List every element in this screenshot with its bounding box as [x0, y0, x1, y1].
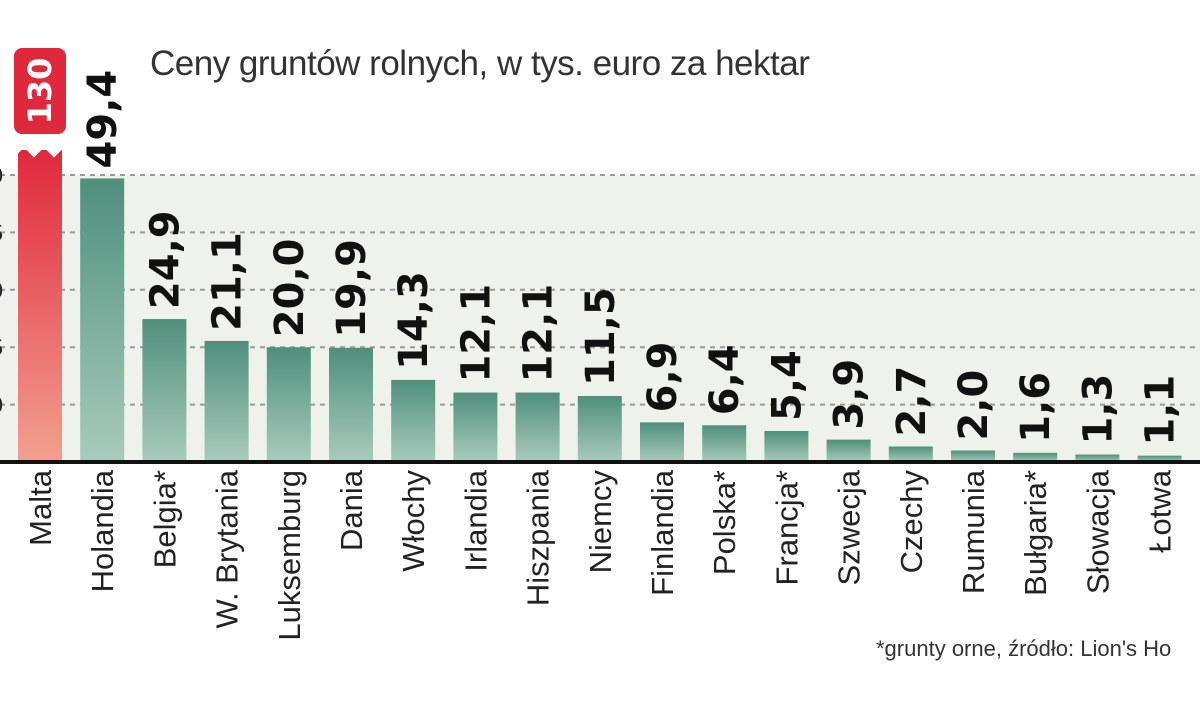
value-label: 3,9 [827, 359, 873, 430]
category-label: Łotwa [1143, 469, 1178, 552]
bar [142, 319, 187, 462]
bar [764, 431, 809, 462]
bar [1013, 452, 1058, 462]
category-label: Finlandia [645, 469, 680, 596]
category-label: Malta [23, 469, 58, 546]
category-label: Hiszpania [521, 469, 556, 606]
category-label: Francja* [769, 470, 804, 585]
bar [80, 178, 125, 462]
y-tick-label: 0 [0, 393, 3, 418]
value-label: 21,1 [205, 232, 251, 331]
category-label: Szwecja [832, 469, 867, 585]
axis-break-mark [12, 140, 66, 158]
y-tick-label: 0 [0, 278, 3, 303]
category-label: Dania [334, 469, 369, 551]
value-label: 12,1 [453, 284, 499, 383]
bar [18, 150, 62, 462]
category-label: Rumunia [956, 469, 991, 594]
value-label: 24,9 [142, 210, 188, 309]
value-label: 6,9 [640, 342, 686, 413]
value-label: 1,1 [1138, 375, 1184, 446]
category-label: Niemcy [583, 470, 618, 574]
bar [266, 347, 311, 462]
category-label: Belgia* [147, 470, 182, 568]
value-label: 6,4 [702, 344, 748, 415]
bar [640, 422, 684, 462]
value-label: 2,7 [889, 366, 935, 437]
category-label: Holandia [85, 469, 120, 592]
value-flag [14, 48, 66, 134]
value-label: 1,6 [1013, 372, 1059, 443]
category-label: Luksemburg [272, 470, 307, 641]
value-label: 130 [21, 58, 59, 125]
value-label: 20,0 [267, 238, 313, 337]
category-label: W. Brytania [210, 469, 245, 628]
value-label: 19,9 [329, 239, 375, 338]
bar [515, 392, 560, 462]
bar [1137, 455, 1182, 462]
value-label: 2,0 [951, 370, 997, 441]
bar [391, 379, 436, 462]
bar [204, 340, 249, 462]
value-labels: 130 49,4 24,9 21,1 20,0 19,9 14,3 12,1 12,1 11,5 6… [21, 58, 1184, 446]
category-label: Słowacja [1080, 469, 1115, 594]
bars [12, 48, 1182, 462]
category-label: Bułgaria* [1018, 470, 1053, 596]
value-label: 14,3 [391, 271, 437, 370]
category-label: Włochy [396, 470, 431, 572]
category-label: Czechy [894, 470, 929, 574]
category-label: Polska* [707, 470, 742, 575]
value-label: 5,4 [764, 350, 810, 421]
bar [1075, 454, 1120, 462]
value-label: 49,4 [80, 70, 126, 169]
source-note: *grunty orne, źródło: Lion's Ho [876, 636, 1172, 661]
y-tick-label: 5 [0, 335, 3, 360]
category-label: Irlandia [458, 469, 493, 571]
y-tick-labels: 0 5 0 5 0 [0, 163, 3, 418]
y-tick-label: 5 [0, 220, 3, 245]
bar [577, 395, 622, 462]
category-labels: Malta Holandia Belgia* W. Brytania Luksembur… [23, 469, 1178, 640]
bar [329, 347, 373, 462]
bar [888, 446, 933, 462]
bar [826, 439, 871, 462]
bar [453, 392, 498, 462]
bar [702, 425, 747, 462]
y-tick-label: 0 [0, 163, 3, 188]
value-label: 11,5 [578, 287, 624, 386]
bar [951, 450, 995, 462]
chart-title: Ceny gruntów rolnych, w tys. euro za hek… [150, 44, 810, 83]
value-label: 1,3 [1075, 374, 1121, 445]
value-label: 12,1 [516, 284, 562, 383]
